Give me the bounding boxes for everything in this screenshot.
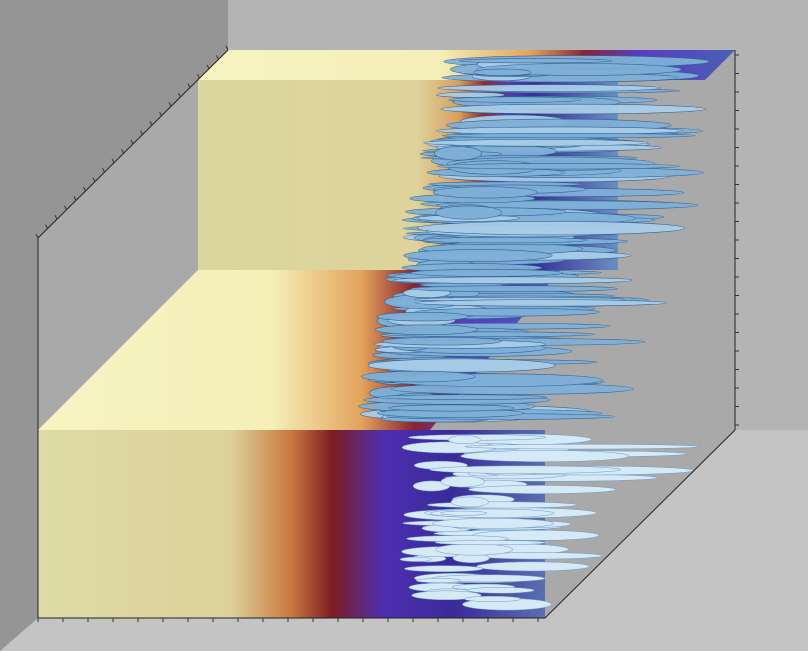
- tick: [83, 186, 86, 192]
- blob: [388, 404, 515, 412]
- blob: [464, 443, 701, 450]
- floor: [0, 430, 808, 651]
- blob: [415, 578, 462, 584]
- blob: [382, 336, 502, 346]
- blob: [436, 163, 681, 170]
- tick: [64, 205, 67, 211]
- tick: [121, 149, 124, 154]
- blob: [473, 68, 532, 77]
- tick: [45, 224, 48, 229]
- tick: [140, 130, 143, 135]
- tick: [216, 55, 219, 60]
- blob: [374, 324, 479, 335]
- blob: [403, 249, 553, 262]
- blob: [367, 358, 556, 373]
- blob: [361, 370, 476, 383]
- blob: [438, 84, 661, 92]
- tick: [206, 64, 210, 70]
- blob: [376, 394, 548, 400]
- blob: [432, 518, 555, 529]
- blob: [411, 590, 482, 601]
- blob: [426, 501, 578, 509]
- tick: [197, 73, 200, 79]
- blob: [434, 146, 482, 161]
- blob: [404, 565, 484, 573]
- blob: [434, 540, 547, 546]
- blob: [415, 299, 667, 307]
- blob: [468, 485, 617, 494]
- isosurface: [358, 55, 710, 611]
- blob: [435, 205, 503, 220]
- tick: [187, 83, 191, 88]
- blob: [439, 510, 488, 516]
- tick: [130, 139, 134, 145]
- left-wall: [0, 0, 228, 651]
- blob: [421, 236, 588, 244]
- blob: [429, 465, 621, 474]
- blob: [376, 311, 469, 322]
- tick: [178, 92, 181, 98]
- blob: [440, 475, 485, 488]
- back-wall: [228, 0, 808, 430]
- tick: [73, 196, 77, 201]
- blob: [416, 221, 685, 236]
- blob: [440, 103, 706, 115]
- blob: [448, 435, 481, 445]
- tick: [54, 214, 58, 220]
- tick: [159, 111, 162, 117]
- blob: [399, 556, 432, 562]
- blob: [463, 595, 522, 602]
- blob: [435, 543, 513, 556]
- blob: [450, 496, 489, 508]
- tick: [225, 45, 229, 51]
- blob: [442, 133, 696, 139]
- tick: [92, 177, 96, 182]
- blob: [410, 268, 563, 277]
- tick: [111, 158, 115, 164]
- axis-ticks: [35, 45, 739, 622]
- blob: [467, 587, 535, 594]
- blob: [432, 186, 538, 199]
- blob: [410, 285, 619, 292]
- blob: [458, 58, 613, 64]
- tick: [149, 120, 153, 126]
- blob: [476, 561, 590, 572]
- blob: [393, 276, 633, 284]
- blob: [423, 139, 648, 147]
- tick: [102, 167, 105, 173]
- blob: [460, 450, 630, 462]
- tick: [35, 233, 39, 239]
- blob: [450, 96, 582, 103]
- tick: [168, 102, 172, 107]
